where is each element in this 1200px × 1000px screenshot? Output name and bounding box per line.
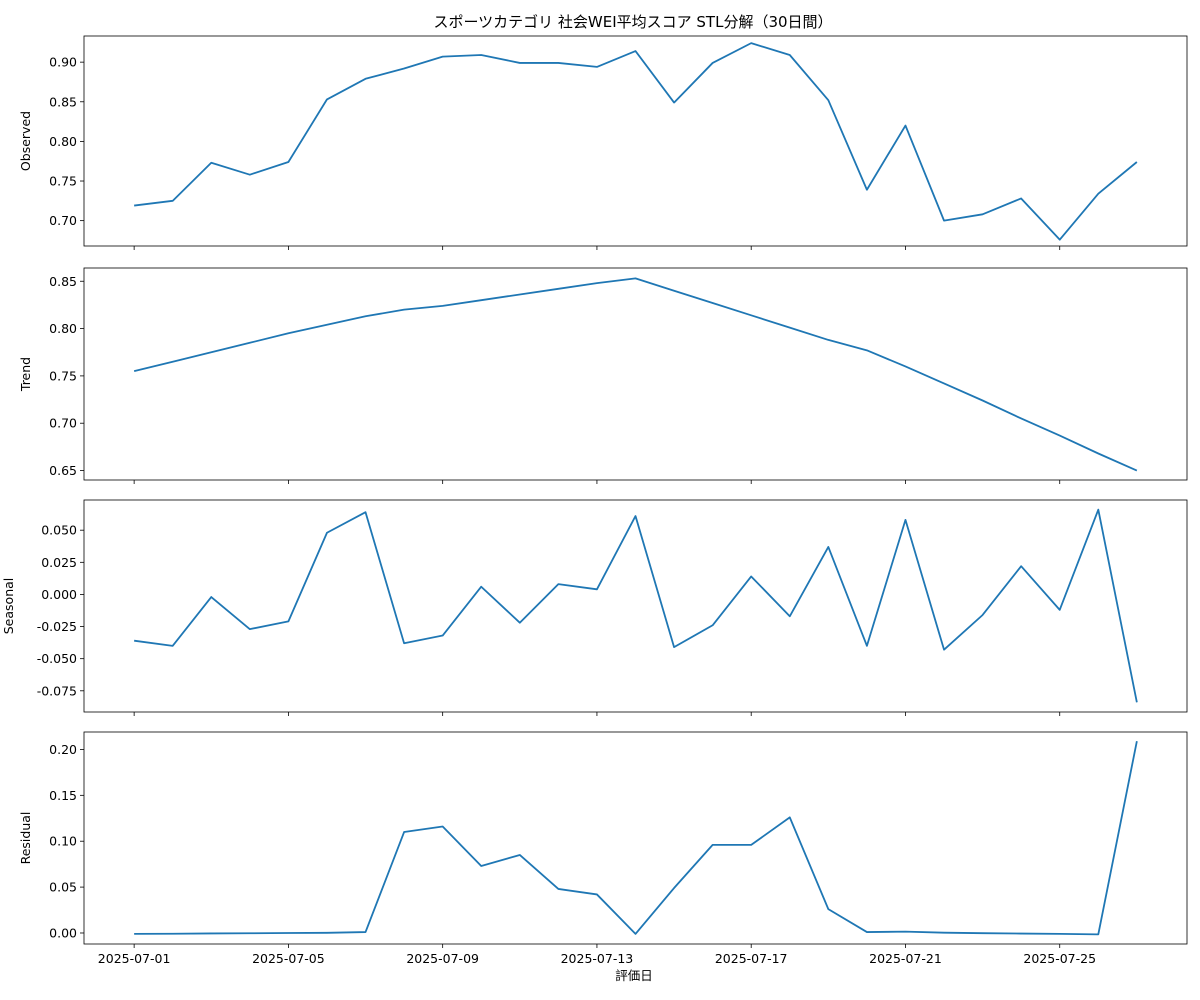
y-axis-label: Trend <box>18 357 33 392</box>
y-tick-label: 0.70 <box>49 213 77 228</box>
chart-title: スポーツカテゴリ 社会WEI平均スコア STL分解（30日間） <box>433 13 832 31</box>
y-tick-label: 0.00 <box>49 925 77 940</box>
y-axis-label: Seasonal <box>1 578 16 635</box>
y-tick-label: 0.050 <box>41 523 77 538</box>
y-axis-label: Residual <box>18 812 33 865</box>
y-tick-label: 0.75 <box>49 174 77 189</box>
y-tick-label: 0.20 <box>49 742 77 757</box>
x-tick-label: 2025-07-13 <box>561 951 634 966</box>
panel-observed: 0.70 0.75 0.80 0.85 0.90 Observed <box>18 35 1188 250</box>
x-tick-label: 2025-07-21 <box>869 951 942 966</box>
y-tick-label: 0.75 <box>49 368 77 383</box>
series-line-trend <box>133 277 1138 472</box>
y-tick-label: 0.70 <box>49 416 77 431</box>
x-axis-label: 評価日 <box>615 968 653 983</box>
x-tick-label: 2025-07-17 <box>715 951 788 966</box>
y-tick-label: 0.85 <box>49 274 77 289</box>
series-line-observed <box>134 42 1138 241</box>
y-tick-label: 0.90 <box>49 55 77 70</box>
y-tick-label: 0.80 <box>49 321 77 336</box>
plot-frame <box>83 499 1188 713</box>
y-tick-label: 0.65 <box>49 463 77 478</box>
panels-group: 0.70 0.75 0.80 0.85 0.90 Observed 0.65 0.70 0.75… <box>1 35 1188 966</box>
x-tick-label: 2025-07-09 <box>406 951 479 966</box>
plot-frame <box>83 267 1188 481</box>
y-tick-label: -0.025 <box>37 619 77 634</box>
y-tick-label: 0.85 <box>49 94 77 109</box>
plot-frame <box>83 731 1188 945</box>
panel-trend: 0.65 0.70 0.75 0.80 0.85 Trend <box>18 267 1188 484</box>
series-line-residual <box>134 741 1138 936</box>
y-tick-label: 0.025 <box>41 555 77 570</box>
y-tick-label: 0.05 <box>49 880 77 895</box>
y-tick-label: -0.050 <box>37 651 77 666</box>
y-axis-label: Observed <box>18 111 33 171</box>
series-line-seasonal <box>134 508 1138 703</box>
x-tick-label: 2025-07-05 <box>252 951 325 966</box>
panel-residual: 0.00 0.05 0.10 0.15 0.20 2025-07-01 2025-07-05… <box>18 731 1188 966</box>
x-tick-label: 2025-07-25 <box>1023 951 1096 966</box>
x-tick-label: 2025-07-01 <box>98 951 171 966</box>
y-tick-label: 0.10 <box>49 834 77 849</box>
plot-frame <box>83 35 1188 247</box>
y-tick-label: 0.15 <box>49 788 77 803</box>
y-tick-label: 0.80 <box>49 134 77 149</box>
panel-seasonal: -0.075 -0.050 -0.025 0.000 0.025 0.050 Seasona… <box>1 499 1188 716</box>
y-tick-label: 0.000 <box>41 587 77 602</box>
y-tick-label: -0.075 <box>37 683 77 698</box>
